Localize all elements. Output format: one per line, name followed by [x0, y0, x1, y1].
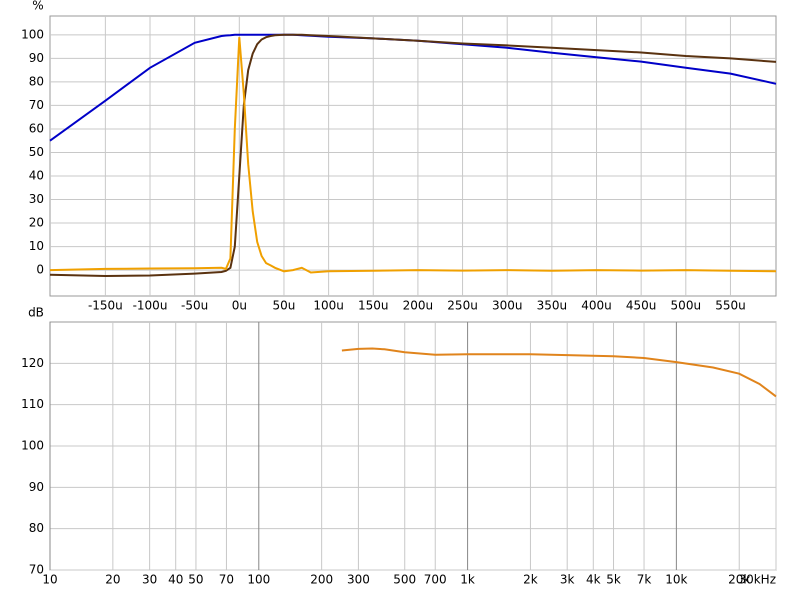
x-tick-label: 40 — [168, 573, 183, 587]
y-tick-label: 40 — [29, 169, 44, 183]
y-tick-label: 100 — [21, 27, 44, 41]
y-axis-label: % — [32, 0, 43, 13]
x-tick-label: 5k — [606, 573, 621, 587]
x-tick-label: -50u — [181, 299, 208, 313]
y-tick-label: 30 — [29, 192, 44, 206]
x-tick-label: 20 — [105, 573, 120, 587]
series-line — [341, 347, 777, 398]
y-axis-label: dB — [28, 306, 44, 320]
x-tick-label: 10 — [42, 573, 57, 587]
x-tick-label: 450u — [626, 299, 657, 313]
y-tick-label: 110 — [21, 397, 44, 411]
x-tick-label: 300 — [347, 573, 370, 587]
x-tick-label: 700 — [424, 573, 447, 587]
x-tick-label: 500 — [393, 573, 416, 587]
x-tick-label: 50 — [188, 573, 203, 587]
x-tick-label: 70 — [219, 573, 234, 587]
y-tick-label: 70 — [29, 98, 44, 112]
x-tick-label: 150u — [358, 299, 389, 313]
x-tick-label: 7k — [637, 573, 652, 587]
x-tick-label: 0u — [232, 299, 247, 313]
x-tick-label: 500u — [671, 299, 702, 313]
x-tick-label: 400u — [581, 299, 612, 313]
x-tick-label: 550u — [715, 299, 746, 313]
x-tick-label: 10k — [665, 573, 687, 587]
x-tick-label: 30 — [142, 573, 157, 587]
x-tick-label: 4k — [586, 573, 601, 587]
x-tick-label: 200u — [403, 299, 434, 313]
x-tick-label: 1k — [460, 573, 475, 587]
x-tick-label: 200 — [310, 573, 333, 587]
y-tick-label: 10 — [29, 239, 44, 253]
y-tick-label: 60 — [29, 121, 44, 135]
y-tick-label: 70 — [29, 563, 44, 577]
x-tick-label: 50u — [273, 299, 296, 313]
y-tick-label: 100 — [21, 439, 44, 453]
y-tick-label: 90 — [29, 480, 44, 494]
x-tick-label: 20k — [728, 573, 750, 587]
x-tick-label: 30kHz — [738, 573, 776, 587]
x-tick-label: -100u — [133, 299, 168, 313]
y-tick-label: 0 — [36, 263, 44, 277]
y-tick-label: 20 — [29, 216, 44, 230]
x-tick-label: 2k — [523, 573, 538, 587]
y-tick-label: 90 — [29, 51, 44, 65]
series-line — [49, 37, 777, 274]
x-tick-label: -150u — [88, 299, 123, 313]
series-line — [49, 33, 777, 278]
y-tick-label: 80 — [29, 74, 44, 88]
y-tick-label: 120 — [21, 356, 44, 370]
y-tick-label: 50 — [29, 145, 44, 159]
x-tick-label: 350u — [537, 299, 568, 313]
y-tick-label: 80 — [29, 521, 44, 535]
x-tick-label: 250u — [447, 299, 478, 313]
x-tick-label: 300u — [492, 299, 523, 313]
x-tick-label: 100u — [313, 299, 344, 313]
x-tick-label: 100 — [247, 573, 270, 587]
x-tick-label: 3k — [560, 573, 575, 587]
